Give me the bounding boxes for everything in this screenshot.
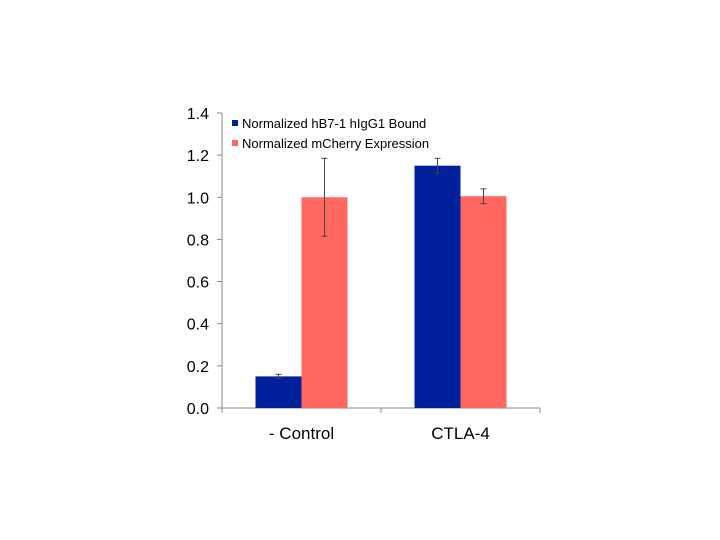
bar-hb7-bound-1 <box>414 165 461 408</box>
legend-label: Normalized mCherry Expression <box>242 136 429 151</box>
bar-hb7-bound-0 <box>255 376 302 408</box>
y-tick-label: 0.0 <box>187 401 209 418</box>
y-tick-label: 1.2 <box>187 148 209 165</box>
legend-swatch <box>232 120 238 126</box>
x-category-label: - Control <box>269 424 334 443</box>
x-category-label: CTLA-4 <box>431 424 490 443</box>
y-tick-label: 0.4 <box>187 317 209 334</box>
y-tick-label: 1.0 <box>187 190 209 207</box>
legend-label: Normalized hB7-1 hIgG1 Bound <box>242 116 426 131</box>
y-tick-label: 0.8 <box>187 232 209 249</box>
bars <box>255 165 507 408</box>
error-bars <box>275 157 487 379</box>
axis-labels: 0.0 0.2 0.4 0.6 0.8 1.0 1.2 1.4 - Control CTLA-4 <box>187 106 490 443</box>
legend: Normalized hB7-1 hIgG1 Bound Normalized m… <box>232 116 429 151</box>
y-tick-label: 1.4 <box>187 106 209 123</box>
legend-swatch <box>232 140 238 146</box>
y-tick-label: 0.6 <box>187 275 209 292</box>
y-tick-label: 0.2 <box>187 359 209 376</box>
bar-mcherry-1 <box>460 196 507 408</box>
